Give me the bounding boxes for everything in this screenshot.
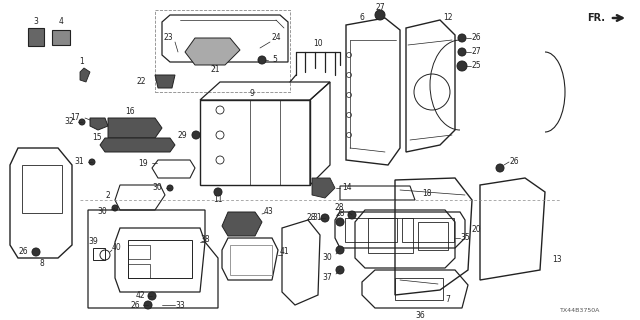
Circle shape — [458, 34, 466, 42]
Text: 35: 35 — [460, 234, 470, 243]
Circle shape — [496, 164, 504, 172]
Polygon shape — [108, 118, 162, 138]
Circle shape — [112, 205, 118, 211]
Text: 28: 28 — [307, 213, 316, 222]
Text: 10: 10 — [313, 39, 323, 49]
Bar — [128, 264, 150, 278]
Bar — [230, 245, 272, 275]
Text: 30: 30 — [323, 253, 332, 262]
Polygon shape — [155, 75, 175, 88]
Text: 5: 5 — [272, 55, 277, 65]
Polygon shape — [80, 68, 90, 82]
Circle shape — [144, 301, 152, 309]
Circle shape — [348, 211, 356, 219]
Text: 20: 20 — [472, 226, 482, 235]
Text: 26: 26 — [472, 34, 482, 43]
Text: 30: 30 — [97, 207, 107, 217]
Text: 18: 18 — [422, 188, 431, 197]
Text: 1: 1 — [79, 58, 84, 67]
Text: 17: 17 — [70, 114, 80, 123]
Text: 26: 26 — [510, 157, 520, 166]
Text: 41: 41 — [280, 247, 290, 257]
Text: 30: 30 — [152, 183, 162, 193]
Text: 11: 11 — [213, 196, 223, 204]
Circle shape — [457, 61, 467, 71]
Text: 28: 28 — [335, 203, 344, 212]
Bar — [52, 30, 70, 45]
Bar — [418, 222, 448, 250]
Text: 40: 40 — [112, 244, 122, 252]
Polygon shape — [185, 38, 240, 65]
Text: 16: 16 — [125, 108, 135, 116]
Circle shape — [458, 48, 466, 56]
Text: 4: 4 — [59, 18, 63, 27]
Text: 43: 43 — [264, 207, 274, 217]
Text: TX44B3750A: TX44B3750A — [560, 308, 600, 313]
Circle shape — [336, 246, 344, 254]
Bar — [28, 28, 44, 46]
Text: 19: 19 — [138, 158, 148, 167]
Bar — [22, 165, 62, 213]
Bar — [128, 245, 150, 259]
Text: 39: 39 — [88, 237, 98, 246]
Text: 38: 38 — [200, 236, 210, 244]
Circle shape — [258, 56, 266, 64]
Circle shape — [214, 188, 222, 196]
Polygon shape — [90, 118, 108, 130]
Circle shape — [192, 131, 200, 139]
Polygon shape — [100, 138, 175, 152]
Circle shape — [375, 10, 385, 20]
Bar — [368, 218, 413, 253]
Text: 37: 37 — [323, 274, 332, 283]
Text: 2: 2 — [105, 190, 110, 199]
Bar — [402, 218, 454, 242]
Text: 12: 12 — [444, 13, 452, 22]
Bar — [345, 218, 397, 242]
Circle shape — [32, 248, 40, 256]
Text: 13: 13 — [552, 255, 562, 265]
Bar — [128, 240, 192, 278]
Bar — [395, 278, 443, 300]
Text: 29: 29 — [177, 131, 187, 140]
Text: 6: 6 — [360, 13, 364, 22]
Text: 31: 31 — [312, 213, 322, 222]
Text: 22: 22 — [136, 77, 146, 86]
Text: FR.: FR. — [587, 13, 605, 23]
Circle shape — [89, 159, 95, 165]
Text: 36: 36 — [415, 311, 425, 320]
Text: 42: 42 — [136, 292, 145, 300]
Text: 26: 26 — [19, 247, 28, 257]
Circle shape — [336, 218, 344, 226]
Text: 15: 15 — [92, 133, 102, 142]
Text: 27: 27 — [375, 4, 385, 12]
Circle shape — [79, 119, 85, 125]
Circle shape — [321, 214, 329, 222]
Text: 7: 7 — [445, 295, 451, 305]
Text: 21: 21 — [211, 66, 220, 75]
Text: 8: 8 — [40, 260, 44, 268]
Circle shape — [148, 292, 156, 300]
Text: 14: 14 — [342, 183, 351, 193]
Text: 33: 33 — [175, 300, 185, 309]
Text: 25: 25 — [472, 61, 482, 70]
Circle shape — [167, 185, 173, 191]
Text: 28: 28 — [335, 209, 345, 218]
Text: 31: 31 — [74, 157, 84, 166]
Text: 23: 23 — [163, 34, 173, 43]
Bar — [93, 248, 105, 260]
Text: 9: 9 — [250, 90, 255, 99]
Text: 26: 26 — [131, 300, 140, 309]
Text: 24: 24 — [272, 34, 282, 43]
Text: 3: 3 — [33, 18, 38, 27]
Circle shape — [336, 266, 344, 274]
Bar — [155, 10, 290, 92]
Polygon shape — [222, 212, 262, 236]
Text: 27: 27 — [472, 47, 482, 57]
Text: 32: 32 — [65, 117, 74, 126]
Polygon shape — [312, 178, 335, 198]
